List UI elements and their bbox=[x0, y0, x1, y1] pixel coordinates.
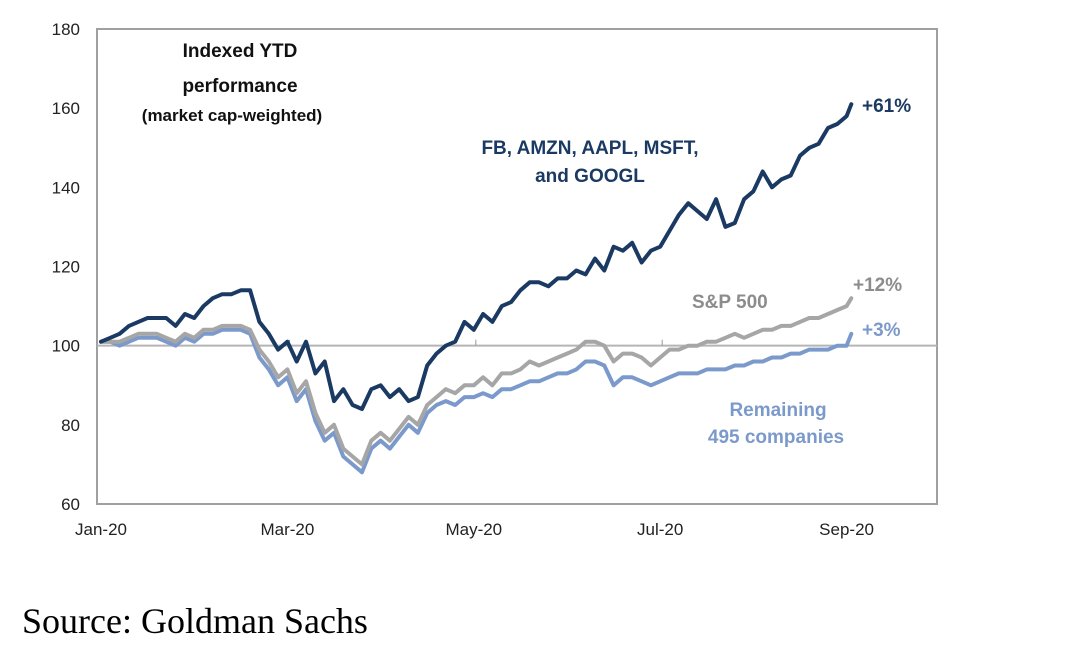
remaining-series-label-line-2: 495 companies bbox=[708, 427, 844, 448]
chart-title-line-2: performance bbox=[182, 76, 297, 97]
x-tick-label: Jan-20 bbox=[75, 520, 127, 539]
x-tick-label: Mar-20 bbox=[260, 520, 314, 539]
faang-end-label: +61% bbox=[862, 96, 911, 117]
x-tick-label: Jul-20 bbox=[637, 520, 683, 539]
y-tick-label: 100 bbox=[52, 337, 80, 356]
faang-series-label-line-1: FB, AMZN, AAPL, MSFT, bbox=[481, 138, 698, 159]
y-tick-label: 180 bbox=[52, 20, 80, 39]
faang-series-line bbox=[99, 102, 854, 411]
sp500-series-label: S&P 500 bbox=[692, 292, 768, 313]
chart-title-line-1: Indexed YTD bbox=[183, 41, 298, 62]
remaining-series-label-line-1: Remaining bbox=[729, 400, 826, 421]
y-tick-label: 160 bbox=[52, 99, 80, 118]
faang-series-label-line-2: and GOOGL bbox=[535, 166, 645, 187]
remaining-end-label: +3% bbox=[862, 320, 901, 341]
indexed-ytd-performance-chart: 60 80 100 120 140 160 180 Jan-20 Mar-20 May-20 Ju… bbox=[52, 20, 938, 539]
sp500-end-label: +12% bbox=[853, 275, 902, 296]
sp500-series-line bbox=[99, 296, 854, 467]
source-caption: Source: Goldman Sachs bbox=[22, 601, 368, 641]
plot-area-frame bbox=[96, 28, 938, 505]
y-tick-label: 140 bbox=[52, 178, 80, 197]
y-tick-label: 120 bbox=[52, 258, 80, 277]
y-tick-label: 60 bbox=[61, 495, 80, 514]
x-tick-label: Sep-20 bbox=[819, 520, 874, 539]
y-tick-label: 80 bbox=[61, 416, 80, 435]
chart-subtitle: (market cap-weighted) bbox=[142, 106, 322, 125]
x-tick-label: May-20 bbox=[445, 520, 502, 539]
remaining-series-line bbox=[99, 327, 854, 475]
